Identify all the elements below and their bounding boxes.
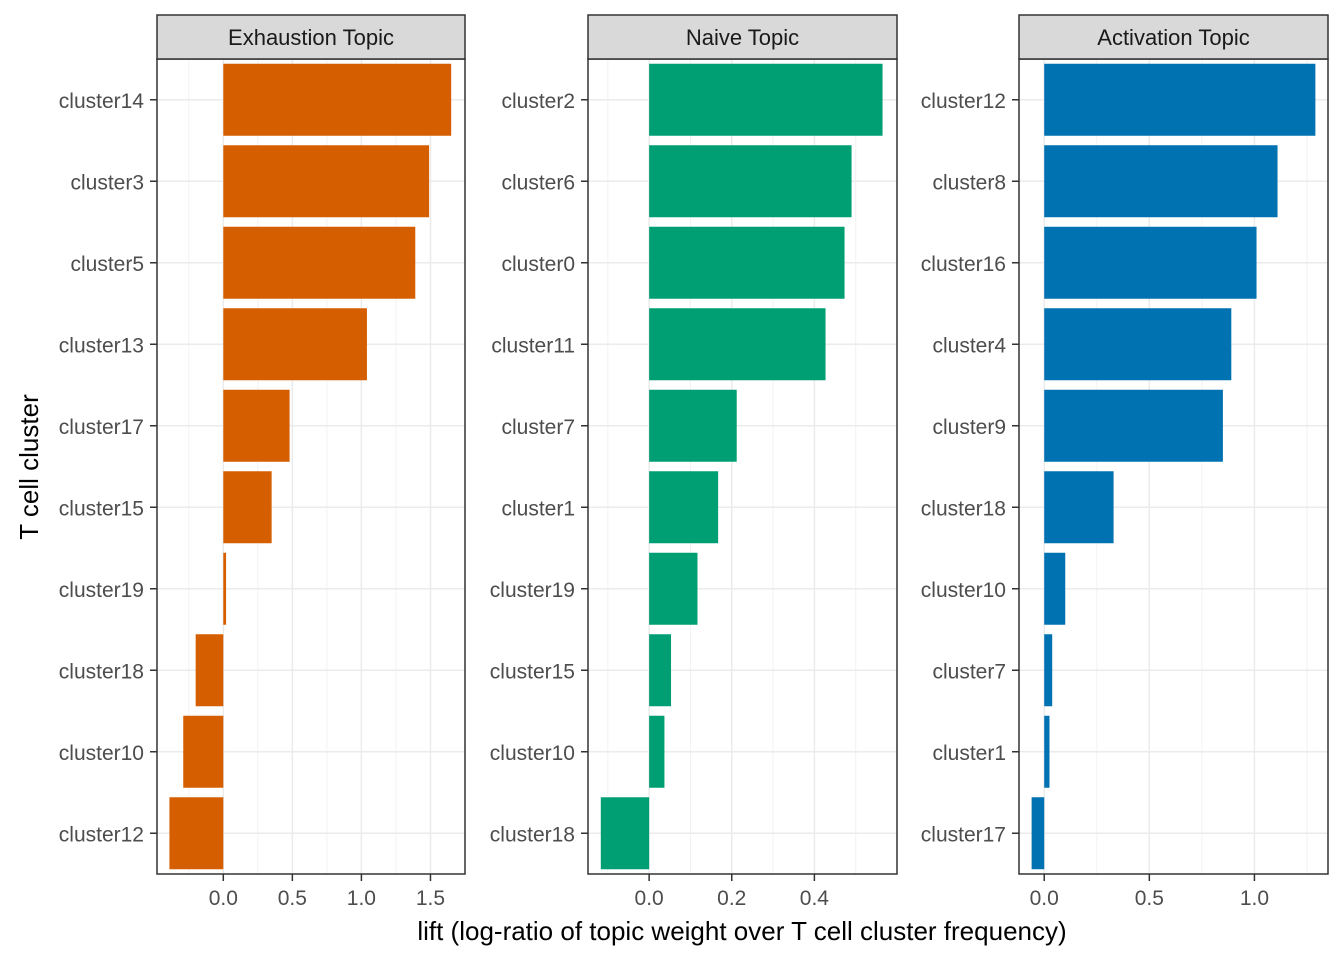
bar-cluster1 [649, 471, 718, 543]
bar-cluster0 [649, 227, 844, 299]
y-tick-label: cluster8 [932, 171, 1006, 194]
bar-cluster11 [649, 308, 825, 380]
x-tick-label: 0.0 [1030, 887, 1059, 910]
y-tick-label: cluster19 [490, 579, 575, 602]
bar-cluster18 [1044, 471, 1113, 543]
x-tick-label: 0.2 [717, 887, 746, 910]
x-tick-label: 1.0 [347, 887, 376, 910]
y-tick-label: cluster10 [490, 742, 575, 765]
y-tick-label: cluster10 [921, 579, 1006, 602]
y-tick-label: cluster18 [490, 823, 575, 846]
x-tick-label: 1.0 [1240, 887, 1269, 910]
y-tick-label: cluster11 [491, 334, 575, 357]
y-tick-label: cluster16 [921, 253, 1006, 276]
x-tick-label: 0.4 [800, 887, 830, 910]
y-tick-label: cluster2 [501, 90, 575, 113]
y-tick-label: cluster0 [501, 253, 575, 276]
bar-cluster15 [223, 471, 271, 543]
y-tick-label: cluster1 [932, 742, 1006, 765]
y-tick-label: cluster15 [59, 497, 144, 520]
y-tick-label: cluster3 [70, 171, 144, 194]
x-tick-label: 0.5 [278, 887, 307, 910]
y-tick-label: cluster12 [921, 90, 1006, 113]
facet-title: Activation Topic [1097, 25, 1249, 50]
y-tick-label: cluster14 [59, 90, 145, 113]
facet-title: Exhaustion Topic [228, 25, 394, 50]
bar-cluster6 [649, 145, 851, 217]
y-tick-label: cluster6 [501, 171, 575, 194]
y-tick-label: cluster5 [70, 253, 144, 276]
y-tick-label: cluster12 [59, 823, 144, 846]
bar-cluster7 [649, 390, 737, 462]
bar-cluster4 [1044, 308, 1231, 380]
bar-cluster14 [223, 64, 451, 136]
bar-cluster19 [649, 553, 697, 625]
bar-cluster10 [183, 716, 223, 788]
y-tick-label: cluster15 [490, 660, 575, 683]
bar-cluster2 [649, 64, 882, 136]
bar-cluster17 [223, 390, 289, 462]
facet-title: Naive Topic [686, 25, 799, 50]
bar-cluster15 [649, 634, 671, 706]
y-tick-label: cluster9 [932, 416, 1006, 439]
y-tick-label: cluster7 [501, 416, 575, 439]
x-tick-label: 1.5 [416, 887, 445, 910]
bar-cluster1 [1044, 716, 1049, 788]
bar-cluster10 [649, 716, 664, 788]
y-tick-label: cluster13 [59, 334, 144, 357]
bar-cluster13 [223, 308, 367, 380]
x-tick-label: 0.5 [1135, 887, 1164, 910]
y-tick-label: cluster4 [932, 334, 1006, 357]
y-axis-title: T cell cluster [14, 394, 44, 540]
y-tick-label: cluster17 [59, 416, 144, 439]
y-tick-label: cluster10 [59, 742, 144, 765]
bar-cluster17 [1032, 797, 1045, 869]
x-tick-label: 0.0 [209, 887, 238, 910]
bar-cluster9 [1044, 390, 1223, 462]
bar-cluster3 [223, 145, 429, 217]
bar-cluster10 [1044, 553, 1065, 625]
bar-cluster12 [1044, 64, 1315, 136]
bar-cluster19 [223, 553, 226, 625]
y-tick-label: cluster19 [59, 579, 144, 602]
bar-cluster18 [196, 634, 224, 706]
x-tick-label: 0.0 [635, 887, 664, 910]
bar-cluster18 [601, 797, 649, 869]
y-tick-label: cluster7 [932, 660, 1006, 683]
x-axis-title: lift (log-ratio of topic weight over T c… [417, 916, 1066, 946]
bar-cluster7 [1044, 634, 1052, 706]
y-tick-label: cluster18 [59, 660, 144, 683]
bar-cluster5 [223, 227, 415, 299]
y-tick-label: cluster17 [921, 823, 1006, 846]
y-tick-label: cluster1 [501, 497, 575, 520]
y-tick-label: cluster18 [921, 497, 1006, 520]
bar-cluster8 [1044, 145, 1277, 217]
bar-cluster16 [1044, 227, 1256, 299]
bar-cluster12 [169, 797, 223, 869]
